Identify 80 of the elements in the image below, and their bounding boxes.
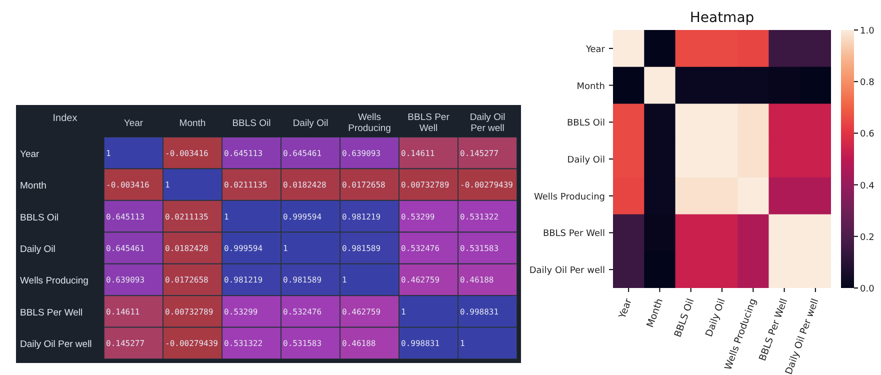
- data-label: 0.0172658: [342, 180, 386, 190]
- data-label: -0.00279439: [165, 339, 218, 348]
- chart-title: Heatmap: [688, 10, 756, 26]
- data-label: 0.999594: [283, 212, 322, 222]
- data-label: 0.53299: [224, 307, 258, 316]
- data-label: 0.639093: [342, 148, 381, 158]
- y-tick-label: Daily Oil Per well: [20, 339, 92, 350]
- y-tick-label: Daily Oil: [20, 244, 56, 255]
- data-label: 0.53299: [401, 212, 435, 222]
- y-tick-label: Wells Producing: [534, 192, 605, 202]
- data-label: 0.145277: [106, 339, 145, 348]
- x-tick-label: Daily Oil: [292, 118, 328, 129]
- y-tick-label: Wells Producing: [20, 276, 88, 287]
- y-axis-title: Index: [52, 113, 78, 124]
- data-label: 0.532476: [283, 307, 322, 316]
- x-tick-label: Daily Oil: [704, 297, 728, 338]
- data-label: 0.999594: [224, 244, 263, 253]
- y-tick-label: Year: [584, 44, 606, 55]
- x-tick-label: BBLS Oil: [672, 297, 697, 339]
- data-label: 0.145277: [460, 148, 499, 158]
- data-label: -0.003416: [106, 180, 150, 190]
- data-label: 0.462759: [401, 276, 440, 285]
- data-label: 0.981589: [283, 276, 322, 285]
- data-label: 1: [342, 276, 347, 285]
- x-tick-label: Year: [124, 118, 144, 129]
- y-tick-label: Month: [576, 82, 605, 92]
- x-tick-label: BBLS Per Well: [408, 112, 450, 134]
- data-label: 0.639093: [106, 276, 145, 285]
- data-label: 0.462759: [342, 307, 381, 316]
- data-label: 0.998831: [401, 339, 440, 348]
- data-label: 1: [401, 307, 406, 316]
- data-label: 0.46188: [342, 339, 376, 348]
- data-label: 0.531322: [224, 339, 263, 348]
- data-label: 1: [165, 180, 170, 190]
- data-label: -0.00279439: [460, 180, 514, 190]
- x-tick-label: Daily Oil Per well: [470, 112, 506, 134]
- x-tick-label: Month: [179, 118, 206, 129]
- data-label: 0.14611: [401, 148, 435, 158]
- data-label: 0.531583: [460, 244, 499, 253]
- data-label: 0.645113: [224, 148, 263, 158]
- data-label: 1: [224, 212, 229, 222]
- x-tick-label: Wells Producing: [348, 112, 391, 134]
- data-label: 0.0182428: [283, 180, 327, 190]
- y-tick-label: Daily Oil: [567, 156, 605, 166]
- data-label: 0.981589: [342, 244, 381, 253]
- color-bar-label: 0.4: [860, 181, 875, 192]
- data-label: 0.0182428: [165, 244, 209, 253]
- y-tick-label: Month: [20, 180, 46, 192]
- data-label: 0.645461: [283, 148, 322, 158]
- data-label: 0.0211135: [224, 180, 268, 190]
- y-tick-label: Year: [20, 148, 40, 160]
- data-label: 0.645461: [106, 244, 145, 253]
- color-bar-label: 0.0: [860, 284, 875, 294]
- data-label: -0.003416: [165, 148, 209, 158]
- y-tick-label: Daily Oil Per well: [529, 266, 605, 276]
- color-bar-label: 0.8: [860, 78, 875, 88]
- data-label: 0.998831: [460, 307, 499, 316]
- data-label: 0.00732789: [165, 307, 214, 316]
- x-tick-label: BBLS Oil: [232, 118, 271, 129]
- data-label: 0.14611: [106, 307, 140, 316]
- y-tick-label: BBLS Oil: [20, 212, 59, 224]
- data-label: 0.531583: [283, 339, 322, 348]
- data-label: 0.46188: [460, 276, 494, 285]
- data-label: 1: [460, 339, 465, 348]
- color-bar-label: 0.6: [860, 130, 875, 140]
- x-tick-label: BBLS Per Well: [757, 297, 790, 363]
- data-label: 0.532476: [401, 244, 440, 253]
- data-label: 0.645113: [106, 212, 145, 222]
- data-label: 0.981219: [342, 212, 381, 222]
- y-tick-label: BBLS Per Well: [542, 229, 605, 240]
- data-label: 1: [283, 244, 288, 253]
- data-label: 0.00732789: [401, 180, 450, 190]
- data-label: 0.0211135: [165, 212, 209, 222]
- x-tick-label: Year: [616, 297, 634, 321]
- data-label: 0.531322: [460, 212, 499, 222]
- data-label: 0.0172658: [165, 276, 209, 285]
- data-label: 1: [106, 148, 111, 158]
- color-bar-label: 0.2: [860, 232, 874, 243]
- data-label: 0.981219: [224, 276, 263, 285]
- color-bar-label: 1.0: [860, 26, 875, 36]
